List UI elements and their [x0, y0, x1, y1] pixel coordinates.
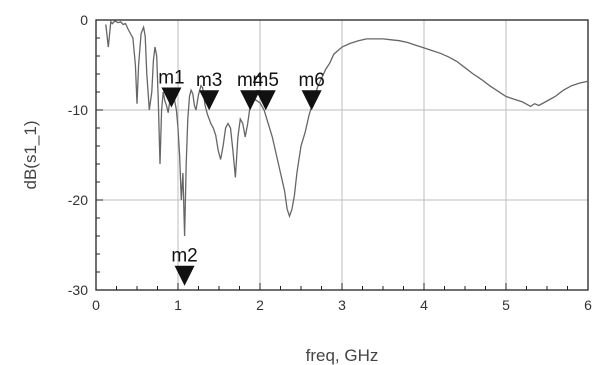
marker-triangle — [255, 90, 276, 111]
marker-triangle — [240, 90, 261, 111]
y-tick-label: -10 — [68, 102, 88, 118]
series-line — [105, 20, 589, 237]
marker-label: m4 — [237, 70, 264, 91]
y-tick-label: -20 — [68, 192, 88, 208]
x-axis-title: freq, GHz — [306, 346, 379, 365]
marker-m3: m3 — [196, 70, 222, 111]
x-tick-label: 6 — [584, 297, 592, 313]
grid-lines — [96, 20, 588, 290]
marker-triangle — [174, 265, 195, 286]
marker-m6: m6 — [298, 70, 325, 111]
y-tick-label: 0 — [80, 12, 88, 28]
y-tick-label: -30 — [68, 282, 88, 298]
marker-label: m3 — [196, 70, 222, 91]
y-axis-title: dB(s1_1) — [21, 121, 40, 190]
marker-label: m1 — [158, 68, 184, 89]
marker-m2: m2 — [171, 246, 198, 286]
marker-m4: m4 — [237, 70, 264, 111]
marker-triangle — [161, 87, 182, 108]
marker-label: m6 — [298, 70, 324, 91]
marker-m1: m1 — [158, 68, 185, 108]
marker-label: m5 — [253, 70, 279, 91]
marker-triangle — [301, 90, 322, 111]
x-tick-label: 0 — [92, 297, 100, 313]
marker-m5: m5 — [253, 70, 279, 111]
x-tick-label: 2 — [256, 297, 264, 313]
x-tick-label: 5 — [502, 297, 510, 313]
x-tick-label: 3 — [338, 297, 346, 313]
marker-triangle — [199, 90, 220, 111]
x-tick-label: 1 — [174, 297, 182, 313]
marker-label: m2 — [171, 246, 197, 267]
axis-ticks: 0 1 2 3 4 5 6 0 -10 -20 -30 — [68, 12, 592, 313]
series-layer — [105, 20, 589, 237]
x-tick-label: 4 — [420, 297, 428, 313]
